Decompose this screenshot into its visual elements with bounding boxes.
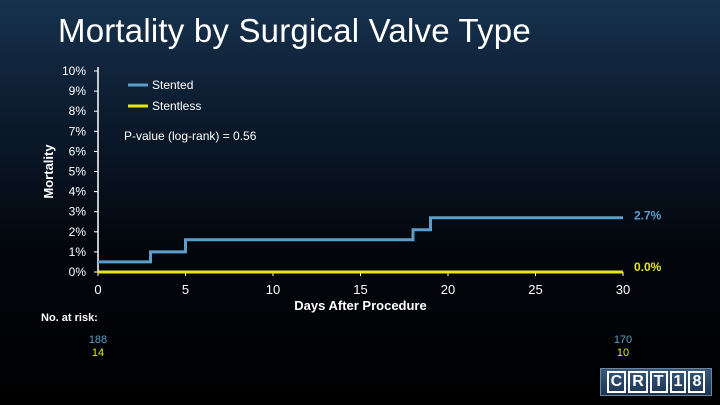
at-risk-value-stentless: 14	[92, 347, 104, 359]
y-tick-label: 6%	[69, 144, 87, 158]
y-tick-label: 7%	[69, 124, 87, 138]
at-risk-header: No. at risk:	[41, 312, 98, 324]
y-tick-label: 3%	[69, 205, 87, 219]
y-tick-label: 1%	[69, 245, 87, 259]
x-tick-label: 20	[441, 282, 455, 297]
legend-label-stentless: Stentless	[152, 99, 201, 113]
series-line-stented	[98, 216, 623, 264]
x-tick-label: 10	[266, 282, 280, 297]
y-tick-label: 8%	[69, 104, 87, 118]
chart-plot: 2.7% 0.0%	[98, 209, 662, 274]
y-tick-label: 0%	[69, 265, 87, 279]
x-tick-label: 0	[94, 282, 101, 297]
y-tick-label: 9%	[69, 84, 87, 98]
x-tick-label: 5	[182, 282, 189, 297]
y-axis-label: Mortality	[41, 144, 56, 199]
chart-legend: Stented Stentless P-value (log-rank) = 0.5…	[124, 78, 257, 143]
x-tick-label: 30	[616, 282, 630, 297]
at-risk-value-stented: 188	[89, 334, 107, 346]
legend-label-stented: Stented	[152, 78, 193, 92]
y-tick-label: 10%	[62, 64, 86, 78]
y-tick-label: 5%	[69, 165, 87, 179]
end-label-stented: 2.7%	[634, 209, 662, 223]
p-value-annotation: P-value (log-rank) = 0.56	[124, 129, 257, 143]
x-tick-label: 15	[353, 282, 367, 297]
y-tick-label: 2%	[69, 225, 87, 239]
x-axis-label: Days After Procedure	[294, 298, 426, 313]
at-risk-value-stented: 170	[614, 334, 632, 346]
at-risk-value-stentless: 10	[617, 347, 629, 359]
slide-title: Mortality by Surgical Valve Type	[58, 12, 531, 49]
x-tick-label: 25	[528, 282, 542, 297]
chart-axes: 0% 1% 2% 3% 4% 5% 6% 7% 8% 9% 10% 0 5 10 15 20 25 30 Days …	[41, 64, 630, 313]
end-label-stentless: 0.0%	[634, 260, 662, 274]
y-tick-label: 4%	[69, 185, 87, 199]
at-risk-table: No. at risk: 188 170 14 10	[41, 312, 632, 359]
